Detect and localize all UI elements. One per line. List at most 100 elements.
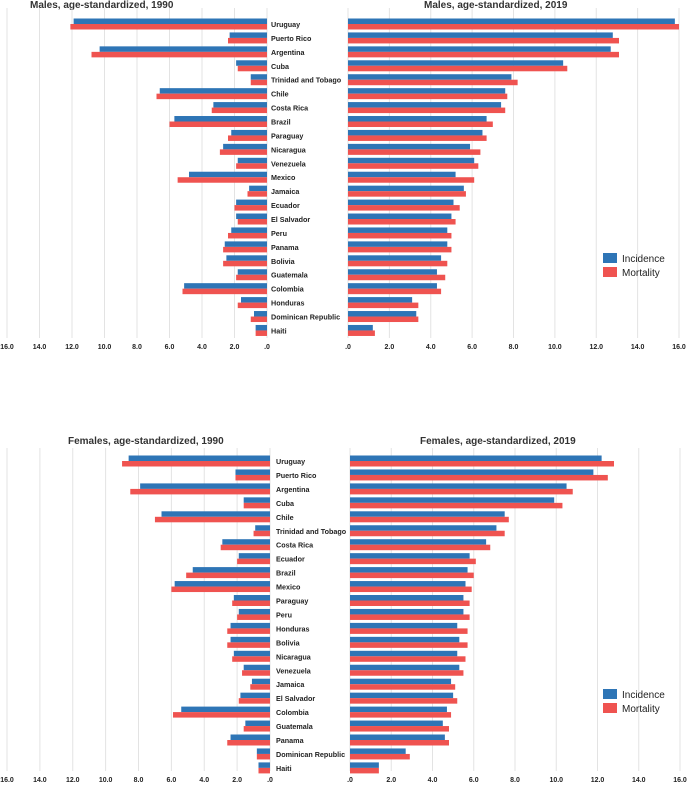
legend-label-incidence: Incidence <box>622 690 665 701</box>
bar-mortality <box>237 65 267 72</box>
category-label: Peru <box>276 610 292 619</box>
legend-label-incidence: Incidence <box>622 254 665 265</box>
x-tick-label: 12.0 <box>66 777 80 784</box>
bar-incidence <box>229 32 267 38</box>
bar-mortality <box>235 474 270 481</box>
bar-incidence <box>350 581 466 587</box>
category-label: Guatemala <box>276 722 314 731</box>
bar-incidence <box>350 706 447 713</box>
bar-mortality <box>348 219 456 225</box>
bar-incidence <box>348 60 564 66</box>
bar-mortality <box>242 670 270 676</box>
category-label: Argentina <box>271 48 306 57</box>
category-label: Haiti <box>271 326 287 335</box>
x-tick-label: .0 <box>264 344 270 351</box>
bar-incidence <box>348 129 483 136</box>
bar-mortality <box>350 516 509 523</box>
x-tick-label: 16.0 <box>0 344 14 351</box>
bar-mortality <box>236 274 267 281</box>
bar-mortality <box>350 698 458 704</box>
bar-mortality <box>247 191 267 197</box>
category-label: Haiti <box>276 764 292 773</box>
bar-mortality <box>173 712 270 718</box>
bar-mortality <box>348 107 506 114</box>
bar-mortality <box>350 726 449 732</box>
x-tick-label: 2.0 <box>232 777 242 784</box>
bar-mortality <box>350 656 466 662</box>
bar-mortality <box>348 316 419 323</box>
category-label: Colombia <box>276 708 310 717</box>
x-tick-label: 8.0 <box>510 777 520 784</box>
bar-incidence <box>249 185 267 192</box>
bar-incidence <box>236 213 267 220</box>
bar-incidence <box>174 116 267 122</box>
bar-incidence <box>254 311 267 317</box>
x-tick-label: 10.0 <box>99 777 113 784</box>
bar-mortality <box>350 767 379 774</box>
legend-swatch-mortality <box>603 703 617 713</box>
bar-incidence <box>350 539 487 545</box>
bar-mortality <box>348 149 481 155</box>
x-tick-label: .0 <box>345 344 351 351</box>
x-tick-label: 16.0 <box>0 777 14 784</box>
bar-mortality <box>237 302 267 309</box>
bar-incidence <box>350 511 505 517</box>
category-label: Uruguay <box>271 20 300 29</box>
bar-mortality <box>171 586 270 593</box>
bar-mortality <box>91 51 267 58</box>
bar-mortality <box>348 65 568 72</box>
category-label: Trinidad and Tobago <box>271 76 342 85</box>
bar-mortality <box>70 24 267 30</box>
bar-incidence <box>189 171 267 178</box>
category-label: Paraguay <box>276 597 308 606</box>
bar-incidence <box>245 720 270 727</box>
bar-incidence <box>241 297 267 303</box>
bar-mortality <box>348 246 452 253</box>
bar-mortality <box>243 726 270 732</box>
category-label: Bolivia <box>276 638 301 647</box>
bar-incidence <box>237 157 267 164</box>
bar-mortality <box>223 246 267 253</box>
bar-mortality <box>348 191 466 197</box>
category-label: Peru <box>271 229 287 238</box>
bar-mortality <box>227 628 270 634</box>
bar-mortality <box>237 219 267 225</box>
category-label: Brazil <box>276 569 296 578</box>
legend-label-mortality: Mortality <box>622 704 660 715</box>
bar-mortality <box>350 712 452 718</box>
category-label: Panama <box>276 736 305 745</box>
bar-incidence <box>348 171 456 178</box>
bar-incidence <box>348 297 413 303</box>
category-label: Chile <box>276 513 294 522</box>
bar-mortality <box>348 288 442 295</box>
bar-mortality <box>350 530 505 537</box>
bar-mortality <box>348 93 508 100</box>
category-label: El Salvador <box>271 215 310 224</box>
bar-incidence <box>350 608 464 615</box>
bar-mortality <box>220 544 270 551</box>
bar-mortality <box>186 572 270 579</box>
bar-mortality <box>237 558 270 565</box>
bar-mortality <box>250 79 267 86</box>
category-label: Venezuela <box>271 159 307 168</box>
bar-incidence <box>256 748 270 754</box>
x-tick-label: 14.0 <box>33 344 47 351</box>
x-tick-label: 4.0 <box>426 344 436 351</box>
bar-mortality <box>348 205 460 211</box>
bar-incidence <box>250 74 267 80</box>
bar-mortality <box>350 502 563 509</box>
bar-incidence <box>348 102 502 108</box>
category-label: Nicaragua <box>276 652 312 661</box>
category-label: Mexico <box>271 173 296 182</box>
bar-incidence <box>348 311 417 317</box>
x-tick-label: 6.0 <box>467 344 477 351</box>
bar-incidence <box>99 46 267 52</box>
bar-mortality <box>227 740 270 746</box>
bar-mortality <box>348 302 419 309</box>
bar-incidence <box>192 567 270 573</box>
bar-mortality <box>256 753 270 760</box>
bar-incidence <box>140 483 270 489</box>
bar-incidence <box>350 455 602 461</box>
bar-incidence <box>348 227 448 233</box>
bar-incidence <box>350 650 458 657</box>
